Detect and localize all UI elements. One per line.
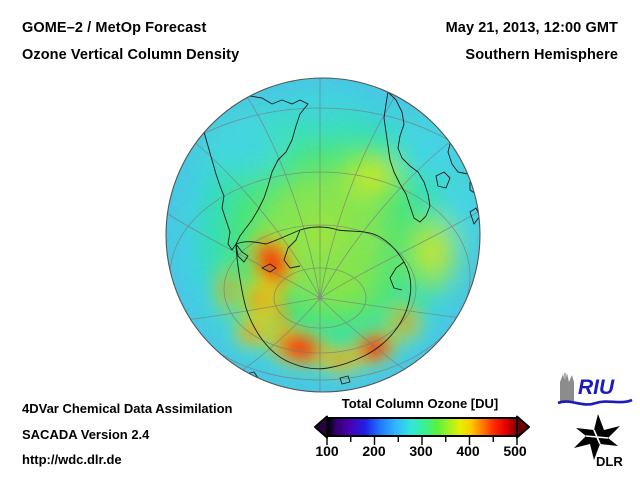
- south-pole-marker: [317, 295, 323, 301]
- colorbar-tick-label-3: 400: [456, 443, 480, 459]
- colorbar-cap-low: [314, 415, 328, 439]
- title-datetime: May 21, 2013, 12:00 GMT: [445, 20, 618, 36]
- coastlines: [201, 91, 480, 385]
- logo-group: RIU DLR: [556, 368, 634, 468]
- dlr-logo-text: DLR: [596, 454, 623, 468]
- riu-logo-text: RIU: [578, 376, 615, 399]
- footer-url[interactable]: http://wdc.dlr.de: [22, 452, 122, 467]
- title-region: Southern Hemisphere: [465, 47, 618, 63]
- colorbar: Total Column Ozone [DU] 100 200 300 400 …: [300, 396, 540, 474]
- colorbar-tick-label-2: 300: [409, 443, 433, 459]
- riu-wave-icon: [557, 398, 633, 406]
- footer-version: SACADA Version 2.4: [22, 427, 150, 442]
- riu-tower-icon: [560, 373, 574, 402]
- globe-limb: [165, 77, 481, 393]
- title-instrument: GOME–2 / MetOp Forecast: [22, 20, 207, 36]
- riu-logo[interactable]: RIU: [556, 368, 634, 410]
- footer-method: 4DVar Chemical Data Assimilation: [22, 401, 233, 416]
- colorbar-tick-label-4: 500: [503, 443, 527, 459]
- globe-field: [166, 78, 480, 392]
- colorbar-title: Total Column Ozone [DU]: [341, 396, 499, 411]
- colorbar-tick-label-0: 100: [315, 443, 339, 459]
- colorbar-tick-label-1: 200: [362, 443, 386, 459]
- title-product: Ozone Vertical Column Density: [22, 47, 240, 63]
- colorbar-cap-high: [516, 415, 530, 439]
- colorbar-ticks: [326, 437, 518, 445]
- dlr-logo[interactable]: DLR: [568, 412, 632, 468]
- colorbar-body: [326, 417, 518, 437]
- colorbar-swatch: [314, 415, 530, 445]
